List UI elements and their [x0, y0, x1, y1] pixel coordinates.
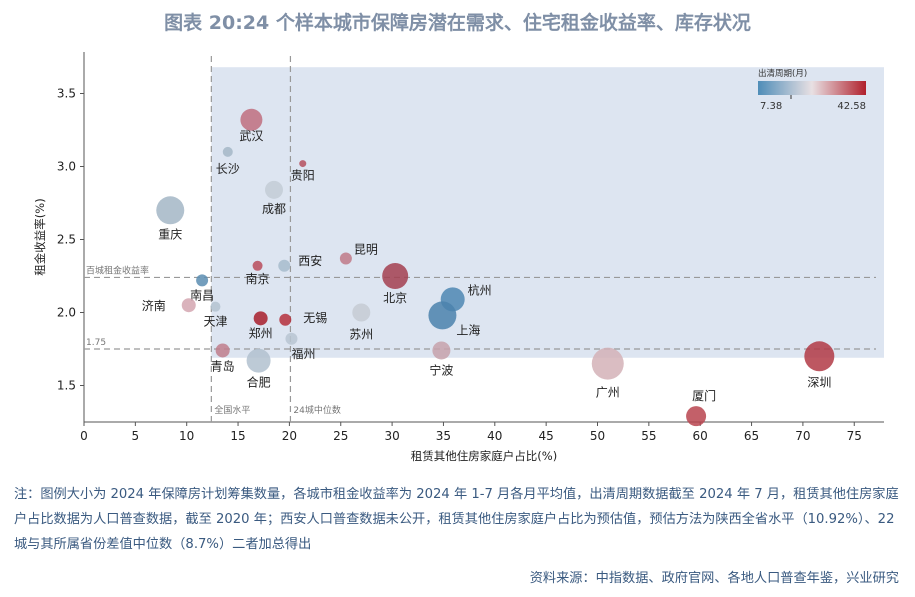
- x-tick-label: 60: [693, 429, 708, 443]
- scatter-chart: 0 5 10 15 20 25 30 35 40 45 50 55 60 65 70 75 1.5 2.0 2.5 3…: [33, 52, 884, 463]
- point-label: 贵阳: [291, 169, 315, 183]
- ref-label-low: 1.75: [86, 338, 106, 348]
- point-label: 北京: [383, 291, 407, 305]
- point-label: 郑州: [249, 325, 273, 340]
- scatter-point: [279, 313, 292, 326]
- scatter-point: [299, 160, 307, 168]
- x-tick-label: 15: [230, 429, 245, 443]
- scatter-point: [222, 146, 233, 157]
- x-tick-label: 70: [795, 429, 810, 443]
- scatter-point: [181, 298, 196, 313]
- x-tick-label: 0: [80, 429, 88, 443]
- colorbar-min-label: 7.38: [760, 101, 782, 112]
- point-label: 南昌: [190, 287, 214, 302]
- point-label: 济南: [142, 298, 166, 313]
- chart-note: 注：图例大小为 2024 年保障房计划筹集数量，各城市租金收益率为 2024 年…: [14, 487, 899, 552]
- x-tick-label: 35: [436, 429, 451, 443]
- y-tick-label: 3.0: [57, 160, 76, 174]
- y-tick-label: 1.5: [57, 379, 76, 393]
- point-label: 福州: [291, 346, 315, 361]
- y-axis-label: 租金收益率(%): [33, 198, 47, 275]
- x-tick-label: 5: [132, 429, 140, 443]
- x-tick-label: 25: [333, 429, 348, 443]
- scatter-point: [246, 348, 271, 373]
- colorbar-title: 出清周期(月): [758, 68, 807, 79]
- x-tick-label: 40: [487, 429, 502, 443]
- point-label: 厦门: [692, 388, 716, 403]
- x-tick-label: 65: [744, 429, 759, 443]
- ref-label-national: 全国水平: [214, 404, 250, 416]
- scatter-point: [240, 108, 263, 131]
- x-tick-label: 10: [179, 429, 194, 443]
- scatter-point: [253, 311, 268, 326]
- x-tick-label: 30: [384, 429, 399, 443]
- point-label: 杭州: [468, 282, 492, 297]
- point-label: 昆明: [354, 242, 378, 256]
- point-label: 青岛: [211, 358, 235, 373]
- y-tick-label: 2.5: [57, 233, 76, 247]
- colorbar-max-label: 42.58: [837, 101, 866, 112]
- scatter-point: [428, 301, 457, 330]
- ref-label-hundred-city: 百城租金收益率: [86, 264, 149, 276]
- scatter-point: [196, 274, 209, 287]
- x-tick-label: 75: [847, 429, 862, 443]
- point-label: 苏州: [349, 328, 373, 342]
- scatter-point: [352, 303, 371, 322]
- point-label: 天津: [203, 315, 227, 329]
- point-label: 南京: [246, 271, 270, 286]
- scatter-point: [210, 301, 221, 312]
- y-tick-label: 2.0: [57, 306, 76, 320]
- colorbar: [758, 81, 866, 95]
- scatter-point: [156, 196, 185, 225]
- point-label: 无锡: [303, 310, 327, 325]
- point-label: 合肥: [247, 375, 271, 390]
- scatter-point: [686, 406, 707, 427]
- point-label: 西安: [298, 253, 322, 268]
- scatter-point: [591, 347, 624, 380]
- x-tick-label: 20: [282, 429, 297, 443]
- point-label: 深圳: [807, 375, 831, 389]
- point-label: 宁波: [429, 362, 453, 377]
- y-tick-label: 3.5: [57, 87, 76, 101]
- scatter-point: [339, 252, 352, 265]
- scatter-point: [432, 341, 451, 360]
- scatter-point: [252, 260, 263, 271]
- x-tick-label: 45: [539, 429, 554, 443]
- ref-label-median: 24城中位数: [293, 404, 340, 416]
- x-axis-label: 租赁其他住房家庭户占比(%): [411, 449, 557, 463]
- point-label: 上海: [456, 322, 480, 337]
- chart-source: 资料来源：中指数据、政府官网、各地人口普查年鉴，兴业研究: [529, 571, 899, 586]
- point-label: 成都: [262, 202, 286, 216]
- scatter-point: [215, 343, 230, 358]
- scatter-point: [382, 263, 409, 289]
- scatter-point: [264, 180, 283, 199]
- scatter-point: [285, 332, 298, 345]
- scatter-point: [804, 341, 835, 372]
- point-label: 重庆: [158, 227, 182, 241]
- scatter-point: [278, 259, 291, 272]
- x-tick-label: 55: [641, 429, 656, 443]
- x-tick-label: 50: [590, 429, 605, 443]
- point-label: 广州: [596, 386, 620, 400]
- point-label: 长沙: [216, 162, 240, 176]
- chart-title: 图表 20:24 个样本城市保障房潜在需求、住宅租金收益率、库存状况: [164, 12, 751, 34]
- point-label: 武汉: [239, 129, 263, 143]
- highlight-region: [211, 67, 884, 358]
